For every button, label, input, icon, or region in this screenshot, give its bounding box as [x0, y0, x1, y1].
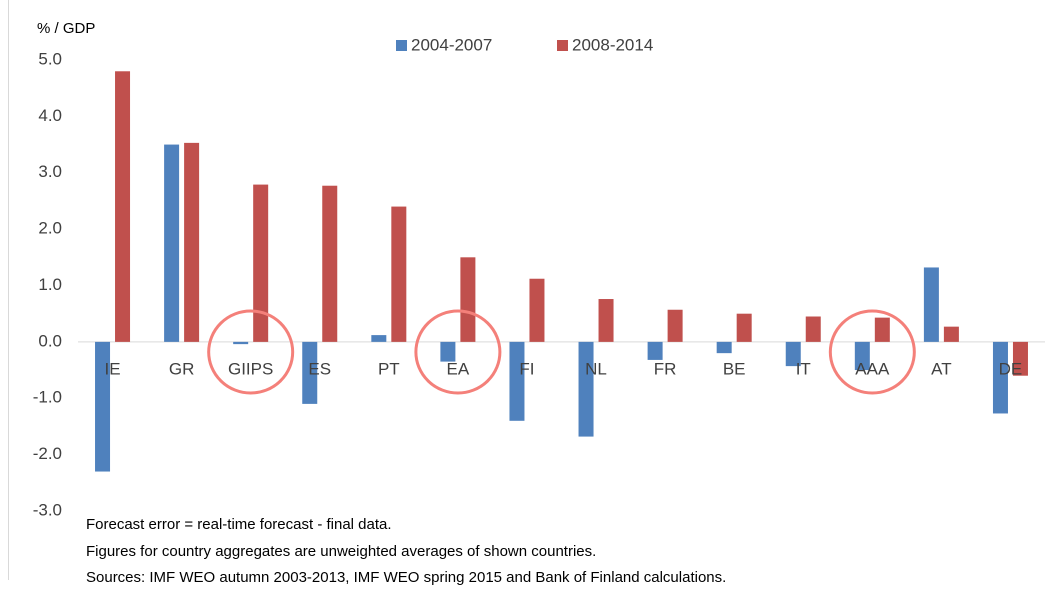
y-tick-label: 5.0 [38, 49, 62, 68]
bar [509, 341, 525, 421]
y-axis-label: % / GDP [37, 20, 95, 37]
bar [874, 317, 890, 342]
note: Figures for country aggregates are unwei… [86, 543, 596, 560]
bar [253, 184, 269, 342]
x-tick-label: NL [585, 359, 607, 378]
legend-swatch [557, 40, 568, 51]
x-tick-label: DE [999, 359, 1023, 378]
bar [598, 299, 614, 342]
bar [578, 341, 594, 437]
legend-label: 2008-2014 [572, 35, 653, 54]
bar [115, 71, 131, 342]
bar [1012, 341, 1028, 376]
legend-label: 2004-2007 [411, 35, 492, 54]
legend-swatch [396, 40, 407, 51]
y-tick-label: -1.0 [33, 388, 62, 407]
x-tick-label: AT [931, 359, 951, 378]
x-tick-label: IE [105, 359, 121, 378]
x-tick-label: GR [169, 359, 195, 378]
bar [716, 341, 732, 354]
bar [805, 316, 821, 342]
bar [992, 341, 1008, 414]
y-tick-label: -3.0 [33, 500, 62, 519]
x-tick-label: ES [308, 359, 331, 378]
y-tick-label: 2.0 [38, 219, 62, 238]
x-tick-label: FI [519, 359, 534, 378]
y-tick-label: 3.0 [38, 162, 62, 181]
x-tick-label: FR [654, 359, 677, 378]
bar [943, 326, 959, 342]
x-tick-label: AAA [855, 359, 890, 378]
bar [647, 341, 663, 360]
x-tick-label: PT [378, 359, 400, 378]
highlight-circle [207, 309, 295, 395]
highlight-circle [828, 309, 916, 395]
highlight-circle [414, 309, 502, 395]
bar [391, 206, 407, 342]
bar [785, 341, 801, 367]
bar [184, 142, 200, 342]
bar [371, 335, 387, 342]
x-tick-label: BE [723, 359, 746, 378]
bar [322, 185, 338, 342]
bar [736, 313, 752, 342]
y-tick-label: 0.0 [38, 331, 62, 350]
bar [233, 341, 249, 345]
x-tick-label: EA [447, 359, 470, 378]
bar [95, 341, 111, 472]
note: Sources: IMF WEO autumn 2003-2013, IMF W… [86, 569, 726, 586]
bar [440, 341, 456, 362]
bar [854, 341, 870, 371]
bar [529, 278, 545, 342]
bar [302, 341, 318, 404]
x-tick-label: IT [796, 359, 811, 378]
y-tick-label: 4.0 [38, 106, 62, 125]
x-tick-label: GIIPS [228, 359, 273, 378]
bar [460, 257, 476, 342]
y-tick-label: -2.0 [33, 444, 62, 463]
bar [164, 144, 180, 342]
bar [667, 309, 683, 342]
note: Forecast error = real-time forecast - fi… [86, 516, 392, 533]
y-tick-label: 1.0 [38, 275, 62, 294]
bar [923, 267, 939, 342]
